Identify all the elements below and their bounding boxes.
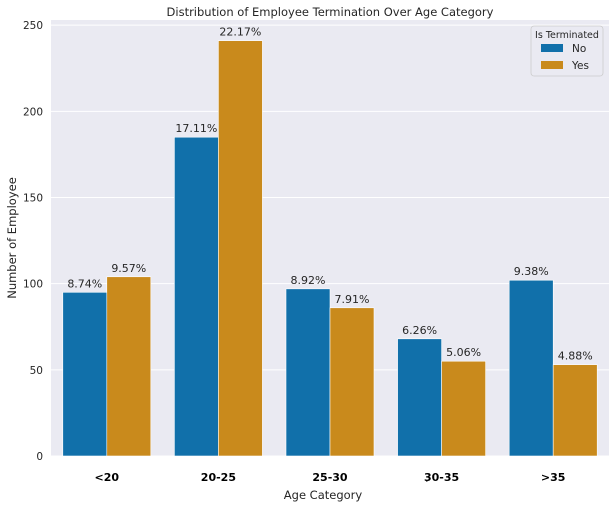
bar-no [62, 291, 108, 457]
bar-data-label: 7.91% [335, 293, 370, 306]
y-tick-label: 200 [23, 106, 43, 118]
x-tick-label: 25-30 [312, 471, 348, 484]
legend-swatch-no [541, 44, 563, 52]
bar-yes [329, 307, 375, 457]
bar-yes [218, 40, 263, 457]
x-tick-label: 30-35 [424, 471, 459, 484]
legend-label-no: No [572, 43, 586, 55]
bar-no [174, 136, 219, 457]
bar-data-label: 9.57% [111, 262, 146, 275]
chart-title: Distribution of Employee Termination Ove… [167, 5, 494, 19]
bar-data-label: 8.92% [291, 274, 326, 287]
bar-data-label: 8.74% [67, 277, 102, 290]
y-tick-label: 0 [36, 451, 43, 463]
x-tick-label: 20-25 [201, 471, 236, 484]
bar-data-label: 5.06% [446, 346, 481, 359]
x-ticks: <20 20-25 25-30 30-35 >35 [95, 471, 566, 484]
bar-data-label: 6.26% [402, 324, 437, 337]
x-tick-label: <20 [95, 471, 120, 484]
bar-no [285, 288, 331, 457]
stray-mark-annotation: ` [425, 479, 430, 491]
x-tick-label: >35 [541, 471, 566, 484]
y-tick-label: 150 [23, 193, 43, 205]
bar-labels: 8.74% 9.57% 17.11% 22.17% 8.92% 7.91% 6.26% 5.0… [67, 26, 592, 363]
bar-data-label: 9.38% [514, 265, 549, 278]
bar-yes [106, 276, 152, 457]
legend: Is Terminated No Yes [530, 25, 604, 77]
y-axis-label: Number of Employee [5, 177, 19, 299]
y-tick-label: 50 [30, 365, 43, 377]
bars [62, 40, 598, 457]
legend-title: Is Terminated [535, 30, 599, 41]
x-axis-label: Age Category [284, 488, 363, 502]
bar-data-label: 22.17% [219, 26, 261, 39]
bar-data-label: 17.11% [175, 122, 217, 135]
bar-data-label: 4.88% [558, 350, 593, 363]
bar-no [397, 338, 442, 457]
bar-yes [441, 360, 486, 457]
bar-yes [552, 364, 598, 457]
y-tick-label: 250 [23, 20, 43, 32]
y-ticks: 0 50 100 150 200 250 [23, 20, 43, 463]
y-tick-label: 100 [23, 279, 43, 291]
bar-no [508, 279, 554, 457]
legend-label-yes: Yes [571, 60, 589, 72]
legend-swatch-yes [541, 61, 563, 69]
